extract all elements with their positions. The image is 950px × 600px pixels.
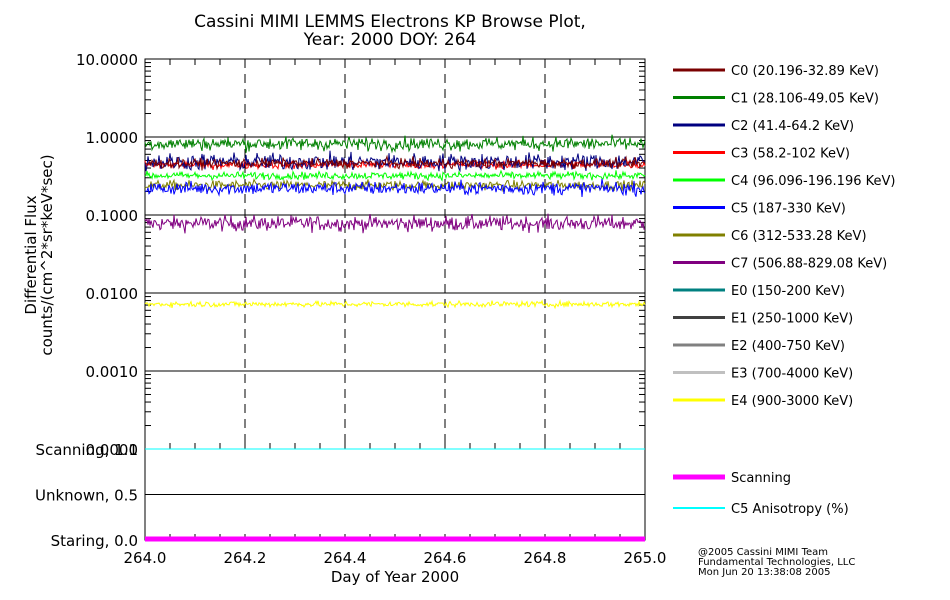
series-line-c5 <box>144 178 646 198</box>
credit-line-1: @2005 Cassini MIMI Team <box>698 547 828 558</box>
series-line-c7 <box>144 213 645 234</box>
credit-line-2: Fundamental Technologies, LLC <box>698 557 855 568</box>
x-tick-label: 265.0 <box>624 549 667 567</box>
x-tick-label: 264.6 <box>424 549 467 567</box>
upper-panel: 10.0000 1.0000 0.1000 0.0100 0.0010 0.0001 <box>76 51 646 540</box>
x-axis-label: Day of Year 2000 <box>331 568 459 586</box>
legend-label: E4 (900-3000 KeV) <box>731 394 853 409</box>
legend-label: E0 (150-200 KeV) <box>731 284 845 299</box>
credit-line-3: Mon Jun 20 13:38:08 2005 <box>698 567 831 578</box>
credits: @2005 Cassini MIMI Team Fundamental Tech… <box>698 547 855 578</box>
flux-series-group <box>144 134 646 310</box>
lower-legend: Scanning C5 Anisotropy (%) <box>673 471 849 517</box>
legend-label: C6 (312-533.28 KeV) <box>731 229 867 244</box>
x-tick-label: 264.2 <box>224 549 267 567</box>
legend-label: C0 (20.196-32.89 KeV) <box>731 64 879 79</box>
lower-y-tick-label: Unknown, 0.5 <box>35 487 138 505</box>
x-tick-label: 264.8 <box>524 549 567 567</box>
x-tick-label: 264.0 <box>124 549 167 567</box>
y-axis-label-line1: Differential Flux <box>22 195 40 314</box>
series-line-c0 <box>144 154 646 171</box>
legend-label: E1 (250-1000 KeV) <box>731 312 853 327</box>
legend-label: C3 (58.2-102 KeV) <box>731 147 850 162</box>
series-line-c4 <box>144 169 646 182</box>
series-line-e4 <box>144 298 646 310</box>
legend-label: Scanning <box>731 471 791 486</box>
legend-label: C5 (187-330 KeV) <box>731 202 846 217</box>
y-tick-label: 1.0000 <box>86 129 139 147</box>
legend-label: C5 Anisotropy (%) <box>731 502 849 517</box>
y-tick-label: 0.0010 <box>86 363 139 381</box>
y-tick-label: 0.1000 <box>86 207 139 225</box>
chart-subtitle: Year: 2000 DOY: 264 <box>303 30 477 50</box>
chart-title: Cassini MIMI LEMMS Electrons KP Browse P… <box>194 12 586 32</box>
y-tick-label: 0.0100 <box>86 285 139 303</box>
series-line-c1 <box>144 134 646 154</box>
lower-y-tick-label: Scanning, 1.0 <box>35 441 138 459</box>
legend-label: E2 (400-750 KeV) <box>731 339 845 354</box>
legend-label: C1 (28.106-49.05 KeV) <box>731 92 879 107</box>
lower-panel: Scanning, 1.0 Unknown, 0.5 Staring, 0.0 <box>35 441 646 550</box>
legend-label: C7 (506.88-829.08 KeV) <box>731 257 887 272</box>
legend: C0 (20.196-32.89 KeV) C1 (28.106-49.05 Ke… <box>673 64 895 409</box>
y-axis-label-line2: counts/(cm^2*sr*keV*sec) <box>38 154 56 355</box>
legend-label: C2 (41.4-64.2 KeV) <box>731 119 854 134</box>
legend-label: C4 (96.096-196.196 KeV) <box>731 174 895 189</box>
upper-plot-frame <box>144 58 646 450</box>
legend-label: E3 (700-4000 KeV) <box>731 367 853 382</box>
y-tick-label: 0.0001 <box>86 441 139 459</box>
lower-y-tick-label: Staring, 0.0 <box>51 532 138 550</box>
y-tick-label: 10.0000 <box>76 51 138 69</box>
x-tick-label: 264.4 <box>324 549 367 567</box>
